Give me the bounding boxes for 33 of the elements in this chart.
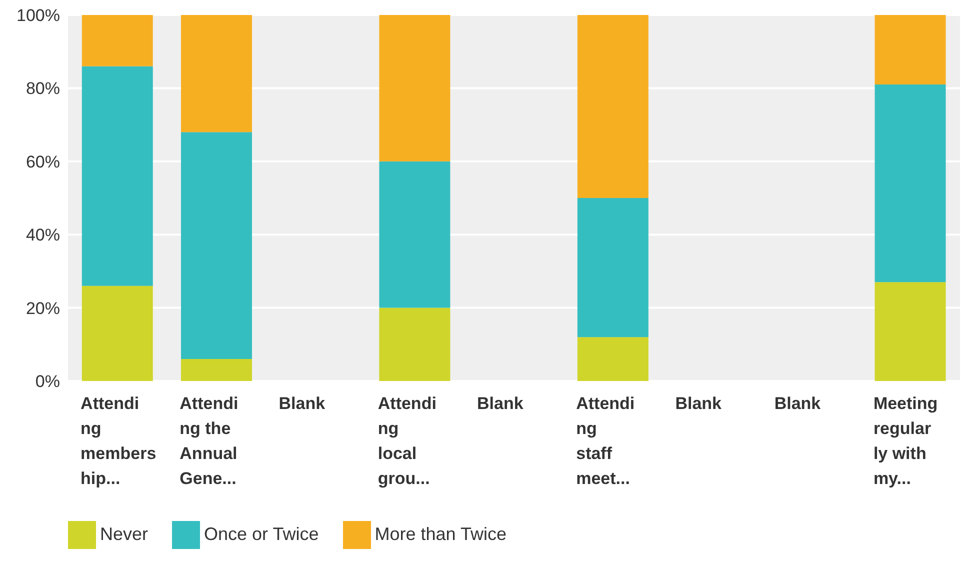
legend-label: More than Twice	[374, 524, 506, 544]
bar	[874, 84, 946, 282]
x-tick-label: Attending local grou...	[378, 394, 436, 488]
x-tick-label: Blank	[675, 394, 722, 413]
bar	[379, 308, 450, 381]
x-tick-label: Blank	[477, 394, 524, 413]
y-tick-label: 20%	[26, 298, 60, 318]
x-tick-label: Attending the Annual Gene...	[180, 394, 238, 488]
y-tick-label: 40%	[26, 226, 60, 245]
y-tick-label: 60%	[26, 152, 60, 172]
x-tick-label: Attending membership...	[80, 394, 156, 488]
legend-label: Never	[100, 524, 148, 544]
bar	[379, 161, 450, 308]
y-tick-label: 80%	[26, 79, 60, 98]
legend-label: Once or Twice	[204, 524, 319, 544]
bar	[577, 198, 648, 338]
bar	[180, 132, 252, 360]
y-tick-label: 0%	[35, 372, 60, 392]
bar	[180, 15, 252, 132]
bar	[874, 15, 946, 85]
bar	[874, 282, 946, 381]
x-tick-label: Attending staff meet...	[576, 394, 635, 488]
bar	[180, 359, 252, 381]
bar	[82, 15, 153, 66]
x-tick-label: Blank	[278, 394, 326, 413]
bar	[82, 66, 153, 286]
y-tick-label: 100%	[16, 6, 60, 26]
x-tick-label: Meeting regularly with my...	[873, 394, 938, 488]
bar	[577, 15, 648, 198]
bar	[577, 337, 648, 381]
x-tick-label: Blank	[774, 394, 822, 413]
bar	[82, 286, 153, 381]
bar	[379, 15, 450, 162]
